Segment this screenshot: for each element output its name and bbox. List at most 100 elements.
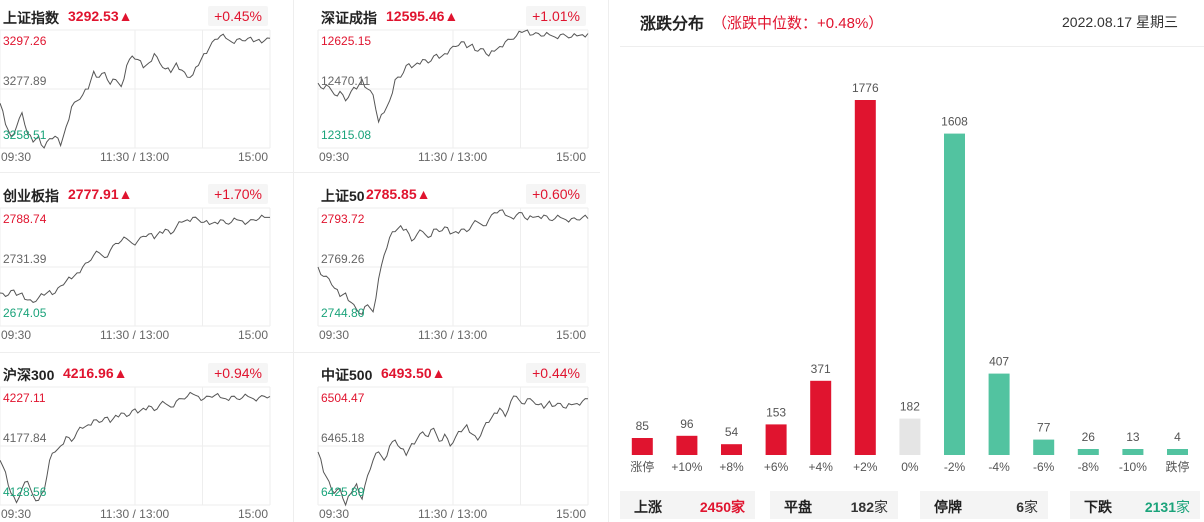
x-label-close: 15:00 [238,150,269,164]
distribution-bar[interactable] [676,435,698,455]
bar-category-label: -4% [988,460,1010,474]
y-label-low: 6425.89 [321,485,365,499]
intraday-chart: 6504.47 6465.18 6425.89 [317,386,589,507]
distribution-bar[interactable] [631,438,653,455]
distribution-bar[interactable] [810,380,832,455]
distribution-bar[interactable] [765,424,787,455]
summary-label: 下跌 [1084,499,1112,515]
summary-number: 182 [850,499,874,515]
summary-rise: 上涨 2450家 [620,491,755,519]
intraday-chart: 3297.26 3277.89 3258.51 [0,29,271,149]
grid-divider [0,172,600,173]
summary-label: 上涨 [634,499,662,515]
distribution-bar[interactable] [1077,449,1099,455]
bar-value-label: 26 [1082,430,1096,444]
index-value: 4216.96▲ [63,365,128,381]
index-header: 创业板指 2777.91▲ +1.70% [0,178,270,204]
index-change: +0.44% [526,363,586,383]
y-label-high: 4227.11 [3,391,46,405]
y-label-high: 12625.15 [321,34,372,48]
distribution-title: 涨跌分布 [640,16,705,33]
bar-value-label: 182 [900,400,920,414]
index-header: 中证500 6493.50▲ +0.44% [318,357,588,383]
bar-value-label: 85 [636,419,650,433]
header-divider [620,46,1204,47]
x-label-open: 09:30 [1,507,32,521]
intraday-line-chart [0,207,271,327]
index-header: 上证50 2785.85▲ +0.60% [318,178,588,204]
bar-value-label: 77 [1037,421,1051,435]
summary-value: 6家 [1016,497,1038,517]
distribution-bar[interactable] [988,373,1010,455]
x-label-open: 09:30 [319,150,350,164]
y-label-mid: 2769.26 [321,252,365,266]
bar-value-label: 153 [766,405,786,419]
summary-unit: 家 [1024,499,1038,515]
summary-unit: 家 [731,499,745,515]
distribution-bar[interactable] [854,100,876,455]
y-label-high: 2793.72 [321,212,365,226]
x-label-midday: 11:30 / 13:00 [418,150,488,164]
index-name: 上证50 [321,188,365,204]
y-label-low: 4128.56 [3,485,47,499]
y-label-high: 3297.26 [3,34,47,48]
bar-value-label: 96 [680,417,694,431]
bar-value-label: 1608 [941,115,968,129]
index-panel[interactable]: 上证50 2785.85▲ +0.60% 2793.72 2769.26 274… [317,178,589,348]
grid-divider [0,352,600,353]
intraday-chart: 4227.11 4177.84 4128.56 [0,386,271,506]
intraday-line-chart [0,386,271,506]
index-panel[interactable]: 中证500 6493.50▲ +0.44% 6504.47 6465.18 64… [317,357,589,522]
index-change: +0.45% [208,6,268,26]
index-change: +0.60% [526,184,586,204]
index-name: 创业板指 [3,188,59,204]
distribution-median: （涨跌中位数：+0.48%） [712,15,884,32]
summary-unit: 家 [1176,499,1190,515]
bar-value-label: 4 [1174,430,1181,444]
bar-category-label: +10% [671,460,702,474]
index-value: 12595.46▲ [386,8,459,24]
summary-suspended: 停牌 6家 [920,491,1048,519]
index-header: 沪深300 4216.96▲ +0.94% [0,357,270,383]
distribution-bar[interactable] [1122,449,1144,455]
x-label-open: 09:30 [319,507,350,521]
price-line [0,33,271,149]
bar-category-label: +8% [719,460,744,474]
index-name: 中证500 [321,367,373,383]
distribution-bar[interactable] [721,444,742,455]
summary-value: 2450家 [700,497,745,517]
index-panel[interactable]: 沪深300 4216.96▲ +0.94% 4227.11 4177.84 41… [0,357,271,522]
index-name: 沪深300 [3,367,55,383]
index-value: 6493.50▲ [381,365,446,381]
price-line [0,391,271,504]
distribution-bar[interactable] [1033,439,1055,455]
bar-value-label: 1776 [852,81,879,95]
index-value: 3292.53▲ [68,8,133,24]
index-change: +1.01% [526,6,586,26]
bar-category-label: -2% [944,460,966,474]
index-panel[interactable]: 深证成指 12595.46▲ +1.01% 12625.15 12470.11 … [317,0,589,170]
index-change: +0.94% [208,363,268,383]
index-panel[interactable]: 创业板指 2777.91▲ +1.70% 2788.74 2731.39 267… [0,178,271,348]
index-header: 深证成指 12595.46▲ +1.01% [318,0,588,26]
index-value: 2777.91▲ [68,186,133,202]
index-name: 深证成指 [321,10,377,26]
y-label-mid: 4177.84 [3,431,47,445]
distribution-bar[interactable] [944,133,965,455]
x-label-midday: 11:30 / 13:00 [100,328,170,342]
x-label-open: 09:30 [319,328,350,342]
summary-number: 6 [1016,499,1024,515]
summary-value: 2131家 [1145,497,1190,517]
x-label-midday: 11:30 / 13:00 [100,150,170,164]
y-label-mid: 6465.18 [321,431,365,445]
price-line [317,395,589,507]
y-label-high: 6504.47 [321,391,365,405]
index-panel[interactable]: 上证指数 3292.53▲ +0.45% 3297.26 3277.89 325… [0,0,271,170]
y-label-low: 12315.08 [321,128,372,142]
distribution-bar[interactable] [1167,449,1188,455]
distribution-bar-chart: 85 涨停 96 +10% 54 +8% 153 +6% 371 +4% 1776 +2% 182 0% 1… [630,81,1189,474]
price-line [0,214,270,303]
summary-number: 2131 [1144,499,1176,515]
distribution-bar[interactable] [899,418,921,455]
grid-divider [293,0,294,522]
